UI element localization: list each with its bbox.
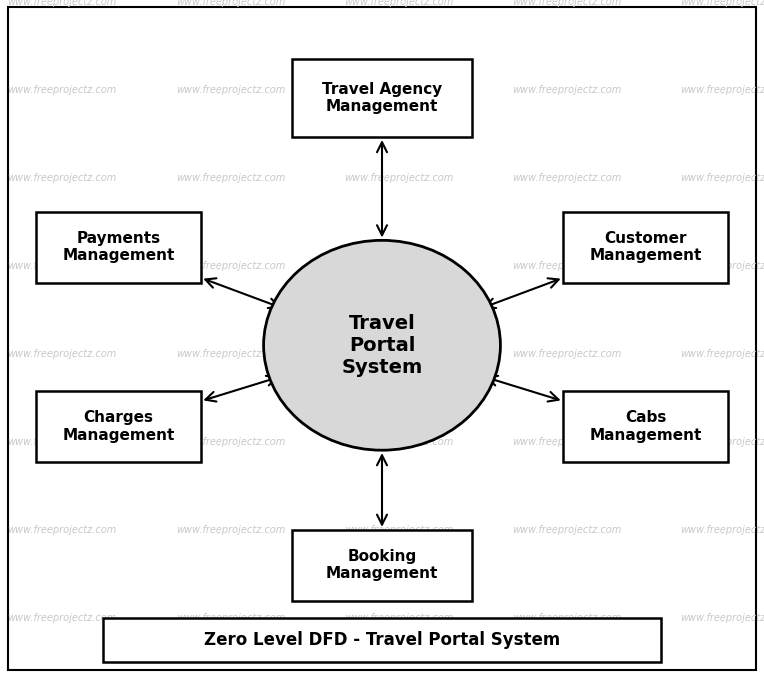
Text: www.freeprojectz.com: www.freeprojectz.com <box>344 0 453 7</box>
Bar <box>563 211 727 283</box>
Text: www.freeprojectz.com: www.freeprojectz.com <box>512 613 621 623</box>
Text: www.freeprojectz.com: www.freeprojectz.com <box>176 613 285 623</box>
Text: www.freeprojectz.com: www.freeprojectz.com <box>8 85 117 95</box>
Bar <box>563 391 727 462</box>
Bar <box>37 391 200 462</box>
Text: www.freeprojectz.com: www.freeprojectz.com <box>512 0 621 7</box>
Bar <box>37 211 200 283</box>
Text: www.freeprojectz.com: www.freeprojectz.com <box>344 85 453 95</box>
Text: Travel
Portal
System: Travel Portal System <box>342 313 422 377</box>
Bar <box>293 59 472 137</box>
Text: www.freeprojectz.com: www.freeprojectz.com <box>8 0 117 7</box>
Text: www.freeprojectz.com: www.freeprojectz.com <box>344 261 453 271</box>
Text: www.freeprojectz.com: www.freeprojectz.com <box>680 525 764 535</box>
Text: www.freeprojectz.com: www.freeprojectz.com <box>176 437 285 447</box>
Text: www.freeprojectz.com: www.freeprojectz.com <box>680 437 764 447</box>
FancyBboxPatch shape <box>8 7 756 670</box>
Text: www.freeprojectz.com: www.freeprojectz.com <box>512 437 621 447</box>
Text: www.freeprojectz.com: www.freeprojectz.com <box>680 349 764 359</box>
Text: www.freeprojectz.com: www.freeprojectz.com <box>176 261 285 271</box>
Text: www.freeprojectz.com: www.freeprojectz.com <box>512 85 621 95</box>
Text: www.freeprojectz.com: www.freeprojectz.com <box>176 85 285 95</box>
Text: www.freeprojectz.com: www.freeprojectz.com <box>680 85 764 95</box>
Text: www.freeprojectz.com: www.freeprojectz.com <box>176 173 285 183</box>
Text: www.freeprojectz.com: www.freeprojectz.com <box>8 437 117 447</box>
Text: www.freeprojectz.com: www.freeprojectz.com <box>344 437 453 447</box>
Text: www.freeprojectz.com: www.freeprojectz.com <box>8 261 117 271</box>
Bar <box>103 617 661 662</box>
Text: www.freeprojectz.com: www.freeprojectz.com <box>680 173 764 183</box>
Text: www.freeprojectz.com: www.freeprojectz.com <box>680 0 764 7</box>
Text: Booking
Management: Booking Management <box>325 549 439 582</box>
Text: www.freeprojectz.com: www.freeprojectz.com <box>344 613 453 623</box>
Text: www.freeprojectz.com: www.freeprojectz.com <box>176 0 285 7</box>
Text: Zero Level DFD - Travel Portal System: Zero Level DFD - Travel Portal System <box>204 631 560 649</box>
Text: www.freeprojectz.com: www.freeprojectz.com <box>512 525 621 535</box>
Text: Customer
Management: Customer Management <box>589 231 702 263</box>
Text: Cabs
Management: Cabs Management <box>589 410 702 443</box>
Text: www.freeprojectz.com: www.freeprojectz.com <box>8 173 117 183</box>
Text: www.freeprojectz.com: www.freeprojectz.com <box>176 525 285 535</box>
Text: www.freeprojectz.com: www.freeprojectz.com <box>8 525 117 535</box>
Circle shape <box>264 240 500 450</box>
Text: www.freeprojectz.com: www.freeprojectz.com <box>344 525 453 535</box>
Text: www.freeprojectz.com: www.freeprojectz.com <box>512 261 621 271</box>
Text: www.freeprojectz.com: www.freeprojectz.com <box>176 349 285 359</box>
Text: Travel Agency
Management: Travel Agency Management <box>322 82 442 114</box>
Text: www.freeprojectz.com: www.freeprojectz.com <box>512 173 621 183</box>
Text: www.freeprojectz.com: www.freeprojectz.com <box>344 173 453 183</box>
Text: www.freeprojectz.com: www.freeprojectz.com <box>8 613 117 623</box>
Text: www.freeprojectz.com: www.freeprojectz.com <box>344 349 453 359</box>
Text: www.freeprojectz.com: www.freeprojectz.com <box>8 349 117 359</box>
Text: www.freeprojectz.com: www.freeprojectz.com <box>680 261 764 271</box>
Bar <box>293 529 472 601</box>
Text: www.freeprojectz.com: www.freeprojectz.com <box>512 349 621 359</box>
Text: Payments
Management: Payments Management <box>62 231 175 263</box>
Text: Charges
Management: Charges Management <box>62 410 175 443</box>
Text: www.freeprojectz.com: www.freeprojectz.com <box>680 613 764 623</box>
